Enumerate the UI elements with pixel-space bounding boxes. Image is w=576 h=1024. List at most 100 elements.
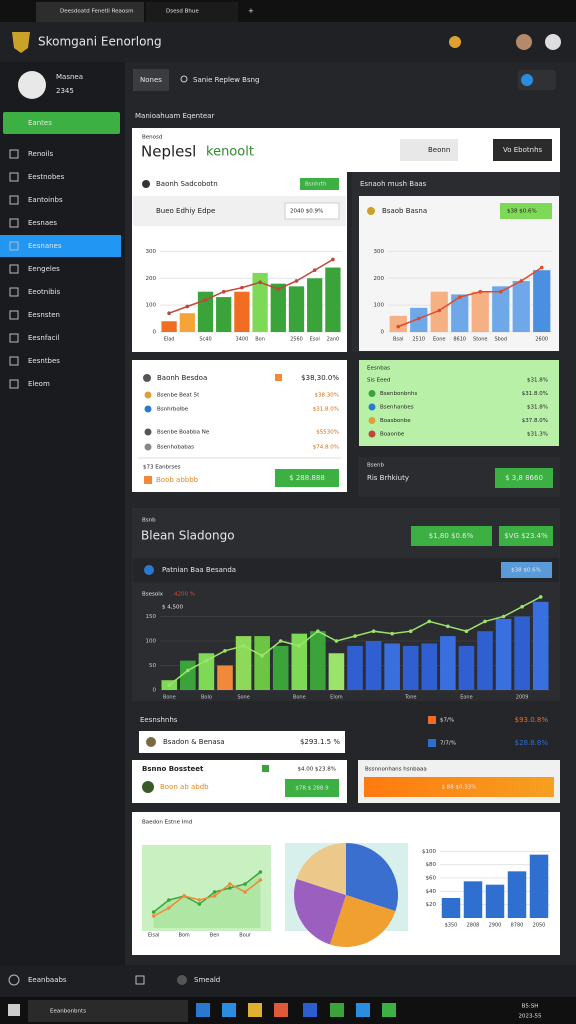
bar xyxy=(477,631,493,690)
point xyxy=(204,658,209,663)
bar xyxy=(529,854,549,918)
point xyxy=(353,634,357,638)
card-title: Baonh Sadcobotn xyxy=(156,180,218,188)
pie-slice xyxy=(294,878,346,945)
bar xyxy=(492,286,510,332)
bar xyxy=(440,636,456,690)
bar xyxy=(347,645,363,690)
row-value: $38.30% xyxy=(315,393,339,399)
point xyxy=(371,629,376,633)
button[interactable] xyxy=(275,469,339,487)
point xyxy=(185,304,190,309)
card-subtitle: Bueo Edhiy Edpe xyxy=(156,207,215,215)
icon[interactable] xyxy=(135,975,145,985)
nav-item[interactable]: Eesnsten xyxy=(28,311,60,319)
button[interactable] xyxy=(499,526,553,546)
button[interactable] xyxy=(411,526,492,546)
button-label: Vo Ebotnhs xyxy=(503,146,543,154)
icon xyxy=(368,390,376,397)
nav-item[interactable]: Eesnanes xyxy=(28,242,62,250)
button[interactable] xyxy=(495,468,553,488)
nav-item[interactable]: Eeotnibis xyxy=(28,288,61,296)
bar xyxy=(291,633,308,690)
nav-item[interactable]: Eantoinbs xyxy=(28,196,63,204)
point xyxy=(221,289,226,294)
x-tick-label: Ben xyxy=(210,933,220,939)
start[interactable] xyxy=(8,1004,20,1016)
app-icon[interactable] xyxy=(382,1003,396,1017)
bar xyxy=(270,283,286,332)
nav-item[interactable]: Renoils xyxy=(28,150,53,158)
card-title: Bsnno Bossteet xyxy=(142,765,204,773)
nav-item[interactable]: Eleom xyxy=(28,380,50,388)
nav-item[interactable]: Eesnfacil xyxy=(28,334,59,342)
icon xyxy=(144,476,152,484)
new-tab[interactable]: + xyxy=(248,7,254,15)
button[interactable] xyxy=(285,779,339,797)
x-tick-label: Tone xyxy=(404,695,417,701)
legend-swatch xyxy=(428,739,436,747)
panel-subtitle: Patnian Baa Besanda xyxy=(162,566,236,574)
taskbar-search[interactable] xyxy=(28,1000,188,1022)
point xyxy=(228,882,232,886)
row-value: $31.3% xyxy=(527,432,548,438)
list-header-value: $38,30.0% xyxy=(301,374,339,382)
button[interactable] xyxy=(493,139,552,161)
button-label: $ 288.888 xyxy=(289,474,325,482)
bar xyxy=(495,618,512,690)
row-label: Bsenbe Beat 5t xyxy=(157,393,200,399)
pie-slice xyxy=(329,895,396,947)
app-icon[interactable] xyxy=(222,1003,236,1017)
button[interactable] xyxy=(300,178,339,190)
app-icon[interactable] xyxy=(303,1003,317,1017)
list-footer-sub: Boob abbbb xyxy=(156,476,199,484)
user-name: Masnea xyxy=(56,73,83,81)
avatar[interactable] xyxy=(516,34,532,50)
row-value: $37.8.0% xyxy=(522,418,548,424)
tab[interactable] xyxy=(146,2,238,22)
nav-item[interactable]: Eestnobes xyxy=(28,173,65,181)
icon[interactable] xyxy=(177,975,187,985)
search-text[interactable]: Sanie Replew Bsng xyxy=(193,76,259,84)
app-icon[interactable] xyxy=(330,1003,344,1017)
y-tick-label: 100 xyxy=(374,303,385,309)
point xyxy=(186,668,190,673)
button[interactable] xyxy=(400,139,458,161)
row-value: $5530% xyxy=(316,430,339,436)
toolbar-button[interactable] xyxy=(133,69,169,91)
x-tick-label: 2510 xyxy=(412,337,425,343)
app-icon[interactable] xyxy=(196,1003,210,1017)
point xyxy=(182,894,186,898)
legend-title: Eesnshnhs xyxy=(140,716,178,724)
app-icon[interactable] xyxy=(248,1003,262,1017)
report-header xyxy=(132,128,560,172)
user-avatar xyxy=(18,71,46,99)
tab[interactable] xyxy=(36,2,144,22)
x-tick-label: 2900 xyxy=(489,923,502,929)
legend-value: $28.8.8% xyxy=(515,739,549,747)
sidebar xyxy=(0,62,125,965)
point xyxy=(483,619,487,624)
app-title: Skomgani Eenorlong xyxy=(38,35,162,49)
x-tick-label: Elom xyxy=(330,695,343,701)
nav-item[interactable]: Eesnaes xyxy=(28,219,57,227)
button-label: $1,80 $0.6% xyxy=(429,532,474,540)
point xyxy=(331,257,335,262)
report-label: Benosd xyxy=(142,135,162,141)
nav-item[interactable]: Eesntbes xyxy=(28,357,60,365)
icon[interactable] xyxy=(449,36,461,48)
button-label: $VG $23.4% xyxy=(504,532,548,540)
row-label: Sis Eeed xyxy=(367,378,390,384)
button[interactable] xyxy=(500,203,552,219)
point xyxy=(464,629,469,633)
icon xyxy=(146,737,156,747)
primary-nav[interactable] xyxy=(3,112,120,134)
app-icon[interactable] xyxy=(356,1003,370,1017)
nav-item[interactable]: Eengeles xyxy=(28,265,60,273)
button[interactable] xyxy=(501,562,552,578)
y-tick-label: 100 xyxy=(146,303,157,309)
app-icon[interactable] xyxy=(274,1003,288,1017)
x-tick-label: 2an0 xyxy=(327,337,340,343)
avatar[interactable] xyxy=(545,34,561,50)
point xyxy=(437,308,442,313)
